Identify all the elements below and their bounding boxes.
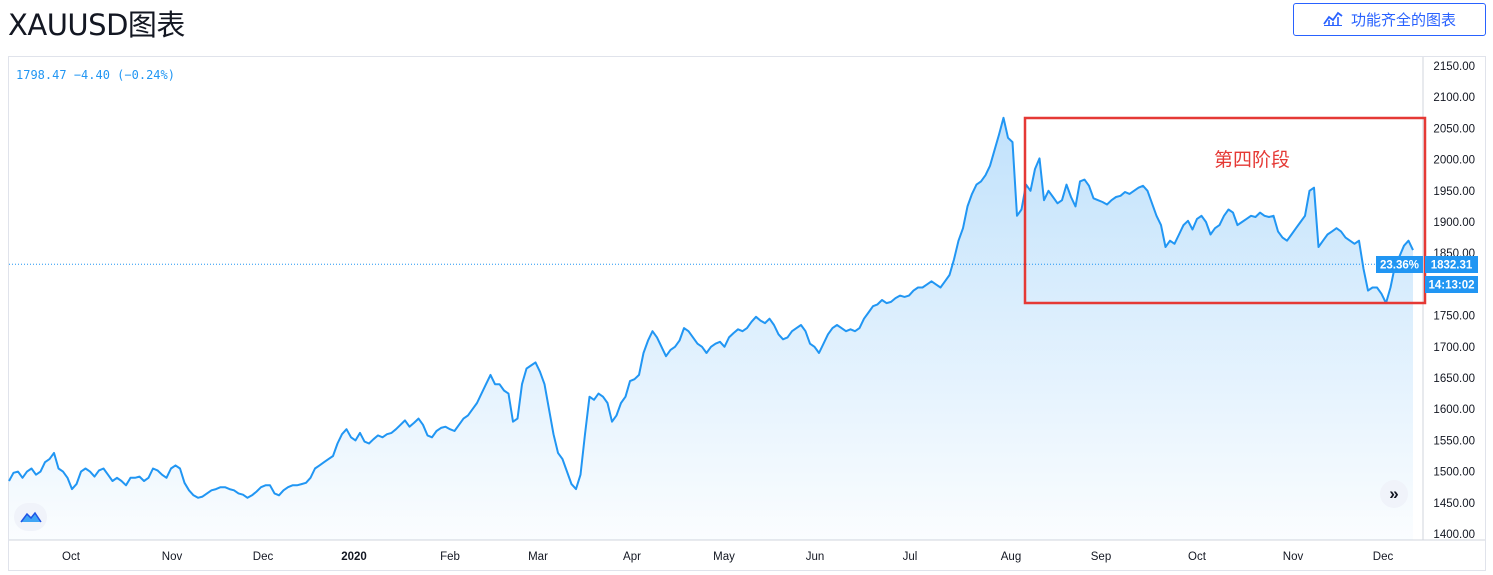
time-axis-tick-label: Sep xyxy=(1091,551,1111,563)
chart-line-icon xyxy=(1323,10,1343,30)
time-axis-tick-label: Mar xyxy=(528,551,548,563)
double-chevron-right-icon: » xyxy=(1389,484,1399,503)
time-tag-text: 14:13:02 xyxy=(1428,280,1474,292)
time-axis-tick-label: Jul xyxy=(903,551,918,563)
price-axis-tick-label: 2050.00 xyxy=(1433,123,1475,135)
legend-price: 1798.47 xyxy=(16,68,67,82)
time-axis-tick-label: Dec xyxy=(1373,551,1394,563)
price-axis-tick-label: 2150.00 xyxy=(1433,61,1475,73)
price-axis-tick-label: 1950.00 xyxy=(1433,186,1475,198)
price-line xyxy=(8,116,1414,499)
time-axis-tick-label: Feb xyxy=(440,551,460,563)
time-axis-tick-label: 2020 xyxy=(341,551,367,563)
chart-frame[interactable] xyxy=(8,56,1486,571)
time-axis-tick-label: Oct xyxy=(1188,551,1207,563)
price-axis-tick-label: 1400.00 xyxy=(1433,529,1475,541)
time-axis-tick-label: Aug xyxy=(1001,551,1021,563)
percent-tag-text: 23.36% xyxy=(1380,260,1419,272)
time-axis-tick-label: Apr xyxy=(623,551,641,563)
highlight-box xyxy=(1023,116,1427,305)
price-axis-tick-label: 1650.00 xyxy=(1433,373,1475,385)
percent-tag: 23.36% xyxy=(1376,256,1423,273)
scroll-to-realtime-button[interactable]: » xyxy=(1380,480,1408,508)
time-axis[interactable]: Oct Nov Dec 2020 Feb Mar Apr May Jun Jul Aug Sep Oct… xyxy=(62,551,1393,563)
price-area xyxy=(9,117,1413,541)
price-axis-tick-label: 1500.00 xyxy=(1433,467,1475,479)
time-tag: 14:13:02 xyxy=(1425,276,1478,293)
price-axis-tick-label: 1450.00 xyxy=(1433,498,1475,510)
price-tag-text: 1832.31 xyxy=(1431,260,1473,272)
price-axis-tick-label: 1750.00 xyxy=(1433,311,1475,323)
full-chart-button[interactable]: 功能齐全的图表 xyxy=(1293,3,1486,36)
time-axis-tick-label: Jun xyxy=(806,551,825,563)
price-axis-tick-label: 2000.00 xyxy=(1433,155,1475,167)
price-axis-tick-label: 2100.00 xyxy=(1433,92,1475,104)
price-legend: 1798.47 −4.40 (−0.24%) xyxy=(16,68,175,82)
price-axis-tick-label: 1700.00 xyxy=(1433,342,1475,354)
time-axis-tick-label: Dec xyxy=(253,551,274,563)
time-axis-tick-label: May xyxy=(713,551,735,563)
highlight-label: 第四阶段 xyxy=(1214,149,1290,171)
price-axis-tick-label: 1600.00 xyxy=(1433,404,1475,416)
page-title: XAUUSD图表 xyxy=(8,8,185,42)
price-axis-tick-label: 1900.00 xyxy=(1433,217,1475,229)
price-axis[interactable]: 2150.00 2100.00 2050.00 2000.00 1950.00 1900.… xyxy=(1433,61,1475,541)
legend-change: −4.40 xyxy=(73,68,110,82)
time-axis-tick-label: Oct xyxy=(62,551,81,563)
price-axis-tick-label: 1550.00 xyxy=(1433,435,1475,447)
time-axis-tick-label: Nov xyxy=(162,551,183,563)
time-axis-tick-label: Nov xyxy=(1283,551,1304,563)
tradingview-logo-icon[interactable] xyxy=(14,503,47,531)
full-chart-button-label: 功能齐全的图表 xyxy=(1350,12,1456,29)
price-tag: 1832.31 xyxy=(1425,256,1478,273)
legend-change-pct: (−0.24%) xyxy=(117,68,175,82)
